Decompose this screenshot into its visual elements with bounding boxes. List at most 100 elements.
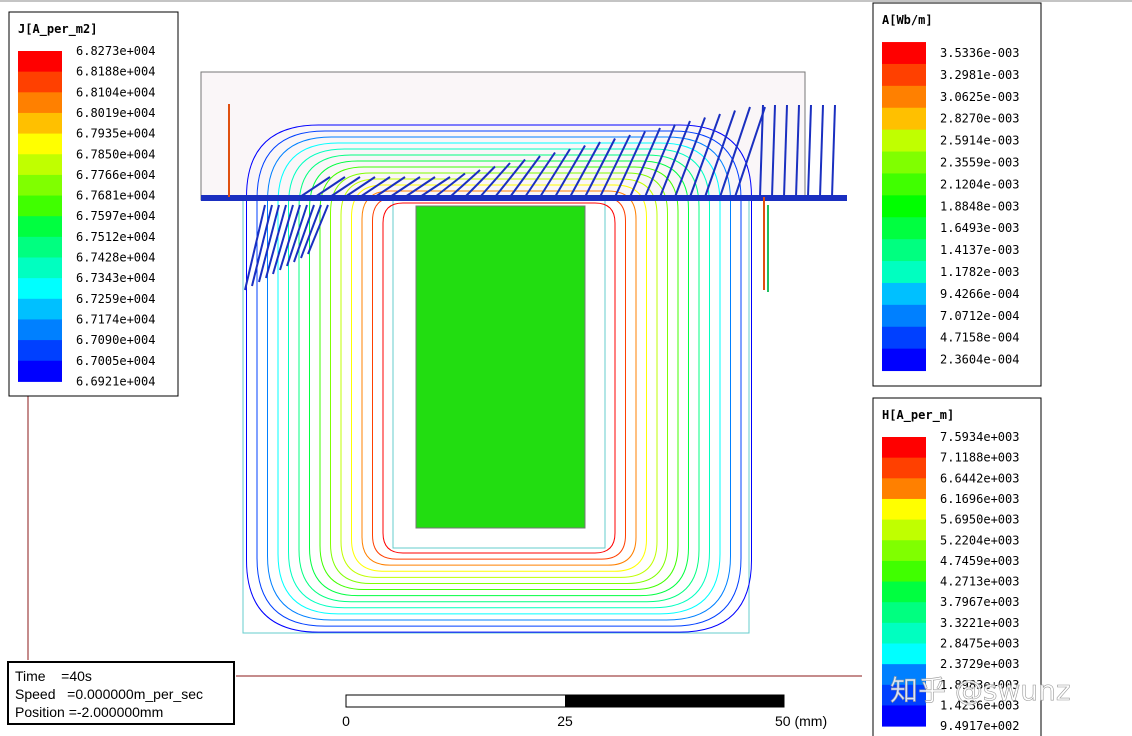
- info-line: Time =40s: [15, 668, 92, 684]
- flux-line: [351, 184, 647, 572]
- legend-swatch: [882, 540, 926, 562]
- legend-label: 6.7766e+004: [76, 168, 155, 182]
- legend-swatch: [18, 216, 62, 238]
- scale-label: 0: [342, 713, 350, 729]
- vector: [783, 104, 788, 198]
- info-line: Position =-2.000000mm: [15, 704, 163, 720]
- legend-swatch: [882, 239, 926, 262]
- vector: [258, 204, 280, 283]
- legend-swatch: [882, 602, 926, 624]
- scale-label: 25: [557, 713, 573, 729]
- watermark: 知乎 @swunz: [890, 674, 1071, 707]
- legend-label: 5.6950e+003: [940, 513, 1019, 527]
- flux-line: [382, 202, 616, 554]
- legend-label: 3.5336e-003: [940, 46, 1019, 60]
- moving-plate: [201, 195, 847, 201]
- vector: [644, 124, 676, 198]
- flux-line: [267, 136, 731, 621]
- legend-swatch: [18, 257, 62, 279]
- legend-swatch: [882, 684, 926, 706]
- flux-line: [330, 172, 668, 584]
- legend-label: 1.8983e+003: [940, 678, 1019, 692]
- legend-swatch: [882, 107, 926, 131]
- vector: [584, 138, 616, 198]
- legend-swatch: [882, 478, 926, 500]
- legend-label: 6.6921e+004: [76, 374, 155, 388]
- legend-label: 1.1782e-003: [940, 265, 1019, 279]
- vector: [286, 204, 308, 267]
- legend-title: A[Wb/m]: [882, 13, 933, 27]
- legend-swatch: [18, 174, 62, 197]
- vector: [344, 176, 376, 198]
- vector: [359, 176, 391, 198]
- scale-label: 50 (mm): [775, 713, 827, 729]
- vector: [389, 176, 421, 198]
- vector: [704, 110, 736, 198]
- legend-label: 2.3604e-004: [940, 353, 1019, 367]
- flux-line: [246, 124, 752, 633]
- vector: [719, 106, 751, 198]
- legend-label: 4.7459e+003: [940, 554, 1019, 568]
- legend-label: 6.7090e+004: [76, 333, 155, 347]
- legend-label: 3.2981e-003: [940, 68, 1019, 82]
- vector: [251, 204, 273, 287]
- legend-swatch: [18, 236, 62, 258]
- legend-label: 6.8019e+004: [76, 106, 155, 120]
- legend-swatch: [882, 498, 926, 521]
- legend-title: J[A_per_m2]: [18, 22, 97, 37]
- legend-label: 9.4917e+002: [940, 719, 1019, 733]
- legend-swatch: [18, 51, 62, 73]
- vector: [819, 104, 824, 198]
- legend-label: 2.1204e-003: [940, 177, 1019, 191]
- flux-line: [361, 190, 637, 566]
- legend-swatch: [882, 581, 926, 603]
- legend-swatch: [18, 133, 62, 155]
- legend-label: 3.3221e+003: [940, 616, 1019, 630]
- legend-label: 4.7158e-004: [940, 331, 1019, 345]
- vector: [314, 176, 346, 198]
- legend-label: 6.7343e+004: [76, 271, 155, 285]
- vector: [509, 155, 541, 198]
- legend-swatch: [882, 437, 926, 459]
- legend-label: 6.7935e+004: [76, 127, 155, 141]
- legend-swatch: [18, 319, 62, 341]
- legend-label: 6.1696e+003: [940, 492, 1019, 506]
- legend-swatch: [882, 705, 926, 727]
- legend-label: 2.3729e+003: [940, 657, 1019, 671]
- legend-swatch: [882, 457, 926, 479]
- vector: [374, 176, 406, 198]
- legend-swatch: [18, 71, 62, 93]
- vector: [831, 104, 836, 198]
- legend-label: 6.7850e+004: [76, 147, 155, 161]
- legend-swatch: [882, 63, 926, 87]
- vector: [299, 176, 331, 198]
- legend-swatch: [18, 278, 62, 300]
- vector: [494, 158, 526, 198]
- legend-swatch: [882, 282, 926, 306]
- legend-swatch: [882, 348, 926, 372]
- legend-label: 7.5934e+003: [940, 430, 1019, 444]
- legend-swatch: [882, 42, 926, 65]
- legend-swatch: [882, 261, 926, 284]
- vector: [807, 104, 812, 198]
- legend-swatch: [18, 298, 62, 320]
- legend-label: 1.8848e-003: [940, 199, 1019, 213]
- legend-swatch: [18, 92, 62, 114]
- legend-label: 2.8270e-003: [940, 112, 1019, 126]
- flux-line: [288, 148, 710, 609]
- legend-swatch: [882, 664, 926, 686]
- vector: [734, 106, 766, 198]
- vector: [272, 204, 294, 275]
- legend-swatch: [18, 154, 62, 176]
- vector: [307, 204, 329, 255]
- legend-swatch: [882, 622, 926, 644]
- legend-label: 6.7174e+004: [76, 312, 155, 326]
- vector: [795, 104, 800, 198]
- vector: [554, 144, 586, 198]
- legend-swatch: [18, 195, 62, 217]
- flux-line: [309, 160, 689, 597]
- vector: [329, 176, 361, 198]
- vector: [300, 204, 322, 259]
- vector: [569, 141, 601, 198]
- legend-swatch: [882, 85, 926, 109]
